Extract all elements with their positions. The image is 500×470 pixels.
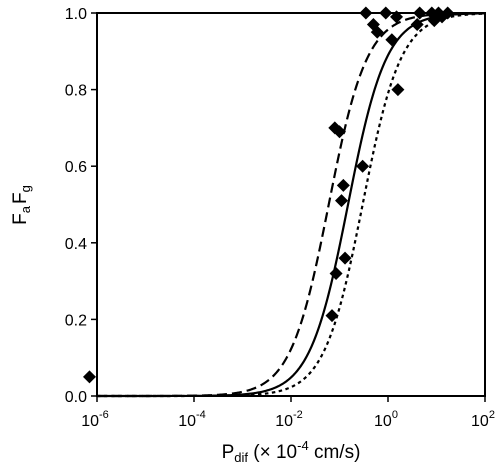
x-axis-title-exp: -4 — [297, 438, 309, 453]
data-point — [356, 159, 370, 173]
data-point — [391, 83, 405, 97]
x-axis-title: Pdif (× 10-4 cm/s) — [222, 438, 361, 465]
y-tick-label: 0.6 — [65, 159, 87, 176]
data-point — [333, 125, 346, 139]
y-axis-title-p1: F — [10, 213, 31, 225]
y-tick-label: 0.4 — [65, 236, 87, 253]
data-point — [336, 178, 350, 192]
fit-curve-solid — [97, 12, 486, 398]
fit-curve-dotted — [97, 12, 486, 398]
data-point — [335, 194, 349, 208]
y-axis-title: FaFg — [10, 185, 33, 225]
y-axis-title-s1: a — [18, 205, 33, 213]
data-point — [370, 25, 384, 39]
data-point — [385, 33, 399, 47]
data-point — [410, 17, 424, 31]
x-tick-label: 10-6 — [81, 409, 109, 430]
data-points — [82, 6, 455, 384]
plot-frame — [96, 12, 486, 397]
data-point — [325, 309, 339, 323]
x-axis-title-main: P — [222, 442, 235, 463]
data-point — [82, 370, 96, 384]
y-axis-ticks: 0.0 0.2 0.4 0.6 0.8 1.0 — [65, 6, 97, 406]
x-axis-title-end: cm/s) — [309, 442, 361, 463]
x-tick-label: 102 — [471, 409, 495, 430]
x-tick-label: 10-4 — [178, 409, 206, 430]
y-axis-title-p2: F — [10, 192, 31, 204]
y-tick-label: 1.0 — [65, 6, 87, 23]
x-tick-label: 10-2 — [275, 409, 303, 430]
y-tick-label: 0.2 — [65, 312, 87, 329]
y-tick-label: 0.0 — [65, 389, 87, 406]
data-point — [338, 251, 352, 265]
x-axis-title-sub: dif — [234, 450, 248, 465]
x-axis-ticks: 10-6 10-4 10-2 100 102 — [81, 396, 495, 430]
x-axis-title-suffix: (× 10 — [248, 442, 297, 463]
x-tick-label: 100 — [374, 409, 398, 430]
fit-curves — [97, 12, 486, 398]
fit-curve-dashed — [97, 12, 486, 398]
y-axis-title-s2: g — [18, 185, 33, 192]
data-point — [329, 266, 343, 280]
y-tick-label: 0.8 — [65, 83, 87, 100]
